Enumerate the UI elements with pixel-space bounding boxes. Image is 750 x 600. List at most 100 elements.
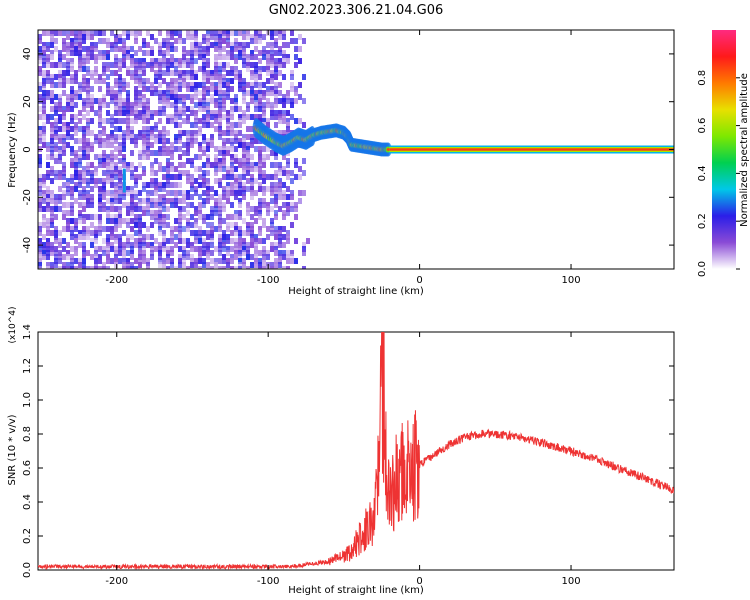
noise-cell [58, 70, 62, 76]
noise-cell [258, 50, 262, 56]
noise-cell [262, 34, 266, 40]
noise-cell [202, 138, 206, 144]
noise-cell [98, 258, 102, 264]
noise-cell [218, 162, 222, 168]
noise-cell [94, 170, 98, 176]
noise-cell [158, 166, 162, 172]
noise-cell [218, 114, 222, 120]
noise-cell [222, 174, 226, 180]
noise-cell [242, 182, 246, 188]
noise-cell [262, 50, 266, 56]
noise-cell [290, 86, 294, 92]
noise-cell [74, 170, 78, 176]
noise-cell [206, 170, 210, 176]
noise-cell [46, 30, 50, 36]
noise-cell [254, 250, 258, 256]
noise-cell [110, 158, 114, 164]
noise-cell [154, 190, 158, 196]
noise-cell [42, 70, 46, 76]
noise-cell [90, 198, 94, 204]
noise-cell [242, 218, 246, 224]
noise-cell [242, 46, 246, 52]
noise-cell [226, 182, 230, 188]
noise-cell [130, 118, 134, 124]
noise-cell [178, 130, 182, 136]
noise-cell [118, 142, 122, 148]
noise-cell [226, 234, 230, 240]
noise-cell [218, 74, 222, 80]
noise-cell [126, 234, 130, 240]
noise-cell [166, 130, 170, 136]
spectrogram-x-tick-label: 0 [416, 275, 422, 286]
noise-cell [150, 250, 154, 256]
noise-cell [198, 182, 202, 188]
noise-cell [126, 250, 130, 256]
noise-cell [86, 146, 90, 152]
noise-cell [170, 42, 174, 48]
noise-cell [274, 210, 278, 216]
noise-cell [170, 246, 174, 252]
noise-cell [210, 210, 214, 216]
noise-cell [110, 142, 114, 148]
noise-cell [106, 118, 110, 124]
noise-cell [226, 214, 230, 220]
noise-cell [46, 242, 50, 248]
noise-cell [250, 234, 254, 240]
noise-cell [230, 50, 234, 56]
noise-cell [38, 46, 42, 52]
noise-cell [38, 106, 42, 112]
noise-cell [170, 230, 174, 236]
noise-cell [134, 74, 138, 80]
noise-cell [282, 154, 286, 160]
noise-cell [50, 178, 54, 184]
noise-cell [90, 86, 94, 92]
noise-cell [90, 194, 94, 200]
noise-cell [194, 82, 198, 88]
noise-cell [42, 214, 46, 220]
noise-cell [238, 158, 242, 164]
noise-cell [206, 106, 210, 112]
noise-cell [198, 66, 202, 72]
noise-cell [58, 114, 62, 120]
noise-cell [38, 134, 42, 140]
noise-cell [250, 214, 254, 220]
noise-cell [194, 86, 198, 92]
noise-cell [226, 258, 230, 264]
noise-cell [70, 46, 74, 52]
noise-cell [118, 186, 122, 192]
noise-cell [230, 190, 234, 196]
noise-cell [130, 30, 134, 36]
noise-cell [142, 94, 146, 100]
noise-cell [46, 194, 50, 200]
noise-cell [58, 174, 62, 180]
noise-cell [70, 202, 74, 208]
noise-cell [210, 70, 214, 76]
noise-cell [138, 262, 142, 268]
noise-cell [250, 254, 254, 260]
noise-cell [266, 250, 270, 256]
noise-cell [122, 134, 126, 140]
noise-cell [130, 138, 134, 144]
noise-cell [78, 174, 82, 180]
noise-cell [158, 94, 162, 100]
noise-cell [122, 50, 126, 56]
noise-cell [290, 114, 294, 120]
noise-cell [142, 242, 146, 248]
noise-cell [94, 70, 98, 76]
noise-cell [142, 118, 146, 124]
noise-cell [142, 86, 146, 92]
noise-cell [230, 78, 234, 84]
noise-cell [98, 190, 102, 196]
noise-cell [50, 82, 54, 88]
noise-cell [290, 30, 294, 36]
noise-cell [90, 214, 94, 220]
noise-cell [214, 38, 218, 44]
noise-cell [282, 170, 286, 176]
noise-cell [122, 242, 126, 248]
noise-cell [94, 58, 98, 64]
noise-cell [114, 138, 118, 144]
noise-cell [62, 238, 66, 244]
noise-cell [110, 198, 114, 204]
noise-cell [234, 186, 238, 192]
noise-cell [66, 190, 70, 196]
